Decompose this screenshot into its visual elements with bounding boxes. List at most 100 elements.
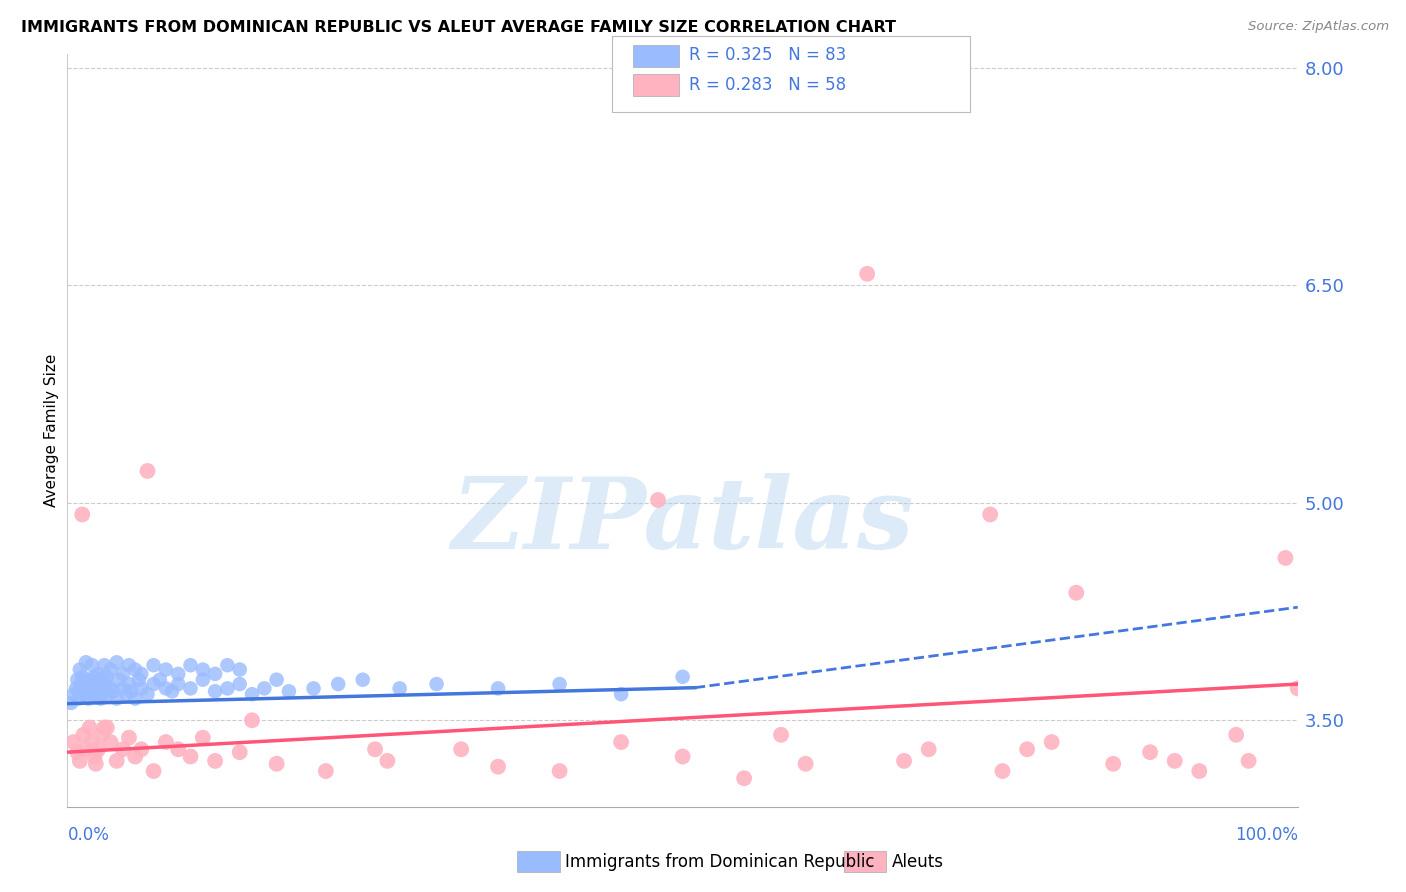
- Y-axis label: Average Family Size: Average Family Size: [44, 354, 59, 507]
- Point: [364, 742, 387, 756]
- Point: [70, 670, 93, 684]
- Point: [180, 681, 202, 696]
- Point: [91, 678, 114, 692]
- Point: [893, 754, 915, 768]
- Text: IMMIGRANTS FROM DOMINICAN REPUBLIC VS ALEUT AVERAGE FAMILY SIZE CORRELATION CHAR: IMMIGRANTS FROM DOMINICAN REPUBLIC VS AL…: [21, 20, 896, 35]
- Point: [149, 673, 172, 687]
- Point: [100, 681, 122, 696]
- Point: [266, 756, 288, 771]
- Point: [129, 681, 153, 696]
- Point: [90, 728, 114, 742]
- Point: [918, 742, 941, 756]
- Text: ZIPatlas: ZIPatlas: [451, 473, 914, 569]
- Point: [1237, 754, 1260, 768]
- Point: [111, 681, 134, 696]
- Point: [79, 721, 101, 735]
- Point: [204, 666, 226, 681]
- Point: [124, 691, 146, 706]
- Point: [72, 687, 94, 701]
- Point: [228, 745, 252, 759]
- Point: [66, 673, 89, 687]
- Point: [856, 267, 879, 281]
- Point: [228, 663, 252, 677]
- Point: [80, 681, 103, 696]
- Point: [425, 677, 447, 691]
- Point: [62, 687, 84, 701]
- Point: [672, 749, 695, 764]
- Point: [1225, 728, 1247, 742]
- Point: [160, 684, 183, 698]
- Point: [93, 658, 115, 673]
- Point: [610, 687, 633, 701]
- Point: [84, 684, 107, 698]
- Point: [1188, 764, 1211, 778]
- Point: [118, 677, 141, 691]
- Text: R = 0.283   N = 58: R = 0.283 N = 58: [689, 76, 846, 94]
- Point: [352, 673, 374, 687]
- Point: [83, 749, 105, 764]
- Point: [94, 675, 117, 690]
- Point: [129, 742, 153, 756]
- Point: [672, 670, 695, 684]
- Point: [69, 663, 91, 677]
- Point: [979, 508, 1001, 522]
- Text: 100.0%: 100.0%: [1234, 826, 1298, 844]
- Point: [90, 691, 112, 706]
- Point: [302, 681, 325, 696]
- Point: [105, 754, 128, 768]
- Point: [228, 677, 252, 691]
- Point: [217, 681, 239, 696]
- Point: [77, 691, 100, 706]
- Point: [118, 731, 141, 745]
- Point: [377, 754, 399, 768]
- Point: [82, 678, 104, 692]
- Point: [136, 464, 159, 478]
- Point: [67, 691, 90, 706]
- Point: [191, 663, 214, 677]
- Point: [70, 677, 93, 691]
- Point: [93, 721, 115, 735]
- Point: [128, 673, 150, 687]
- Point: [82, 687, 104, 701]
- Point: [450, 742, 472, 756]
- Point: [1139, 745, 1161, 759]
- Point: [991, 764, 1014, 778]
- Point: [1066, 585, 1088, 599]
- Point: [83, 670, 105, 684]
- Point: [180, 658, 202, 673]
- Point: [191, 673, 214, 687]
- Point: [486, 759, 509, 773]
- Point: [75, 655, 97, 669]
- Point: [96, 670, 118, 684]
- Point: [191, 731, 214, 745]
- Point: [1017, 742, 1039, 756]
- Text: Source: ZipAtlas.com: Source: ZipAtlas.com: [1249, 20, 1389, 33]
- Point: [105, 655, 128, 669]
- Text: R = 0.325   N = 83: R = 0.325 N = 83: [689, 46, 846, 64]
- Point: [167, 742, 190, 756]
- Point: [100, 663, 122, 677]
- Point: [108, 673, 131, 687]
- Text: 0.0%: 0.0%: [67, 826, 110, 844]
- Text: Aleuts: Aleuts: [891, 853, 943, 871]
- Point: [79, 673, 101, 687]
- Point: [129, 666, 153, 681]
- Point: [217, 658, 239, 673]
- Point: [1164, 754, 1187, 768]
- Point: [548, 764, 571, 778]
- Point: [733, 771, 755, 785]
- Point: [278, 684, 301, 698]
- Point: [111, 666, 134, 681]
- Point: [60, 696, 83, 710]
- Point: [155, 663, 177, 677]
- Point: [97, 687, 120, 701]
- Point: [167, 666, 190, 681]
- Point: [96, 721, 118, 735]
- Point: [486, 681, 509, 696]
- Point: [82, 735, 104, 749]
- Point: [142, 677, 165, 691]
- Point: [142, 764, 165, 778]
- Point: [75, 742, 97, 756]
- Point: [118, 658, 141, 673]
- Point: [204, 684, 226, 698]
